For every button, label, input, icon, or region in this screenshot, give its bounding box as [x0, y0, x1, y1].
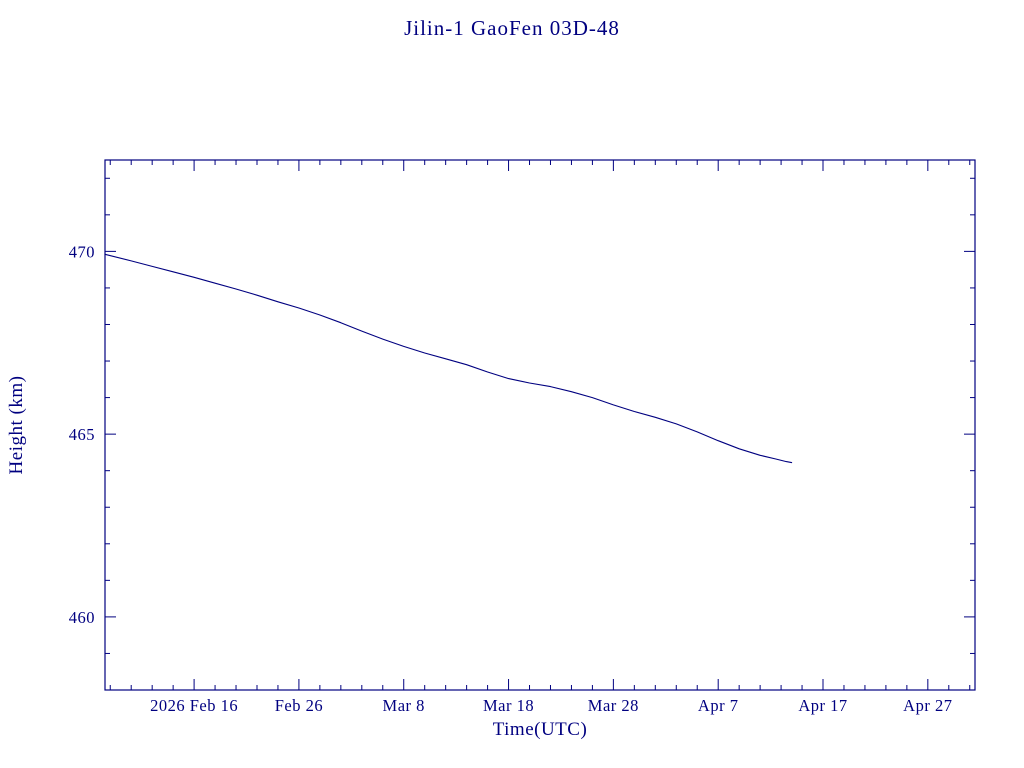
x-tick-label: Apr 27	[903, 696, 952, 715]
y-axis-label: Height (km)	[6, 375, 27, 475]
x-tick-label: 2026 Feb 16	[150, 696, 238, 715]
x-tick-label: Apr 7	[698, 696, 739, 715]
x-tick-label: Mar 28	[588, 696, 639, 715]
y-tick-label: 465	[69, 425, 95, 444]
x-tick-label: Mar 18	[483, 696, 534, 715]
height-line	[104, 253, 793, 464]
plot-frame	[104, 159, 976, 691]
chart-title: Jilin-1 GaoFen 03D-48	[404, 16, 620, 40]
x-axis-label: Time(UTC)	[492, 719, 588, 740]
y-tick-label: 460	[69, 608, 95, 627]
x-tick-label: Feb 26	[275, 696, 323, 715]
x-tick-label: Mar 8	[383, 696, 425, 715]
y-tick-label: 470	[69, 242, 95, 261]
x-tick-label: Apr 17	[798, 696, 847, 715]
